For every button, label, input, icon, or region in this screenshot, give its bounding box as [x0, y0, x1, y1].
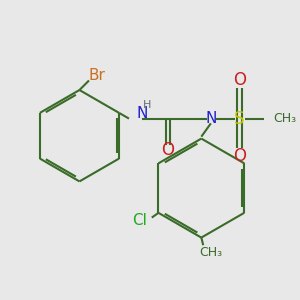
Text: H: H — [143, 100, 151, 110]
Text: O: O — [233, 147, 246, 165]
Text: O: O — [161, 141, 175, 159]
Text: Cl: Cl — [132, 213, 147, 228]
Text: N: N — [205, 111, 217, 126]
Text: CH₃: CH₃ — [199, 246, 222, 259]
Text: CH₃: CH₃ — [274, 112, 297, 125]
Text: N: N — [136, 106, 148, 121]
Text: O: O — [233, 71, 246, 89]
Text: Br: Br — [88, 68, 105, 83]
Text: S: S — [234, 110, 245, 128]
